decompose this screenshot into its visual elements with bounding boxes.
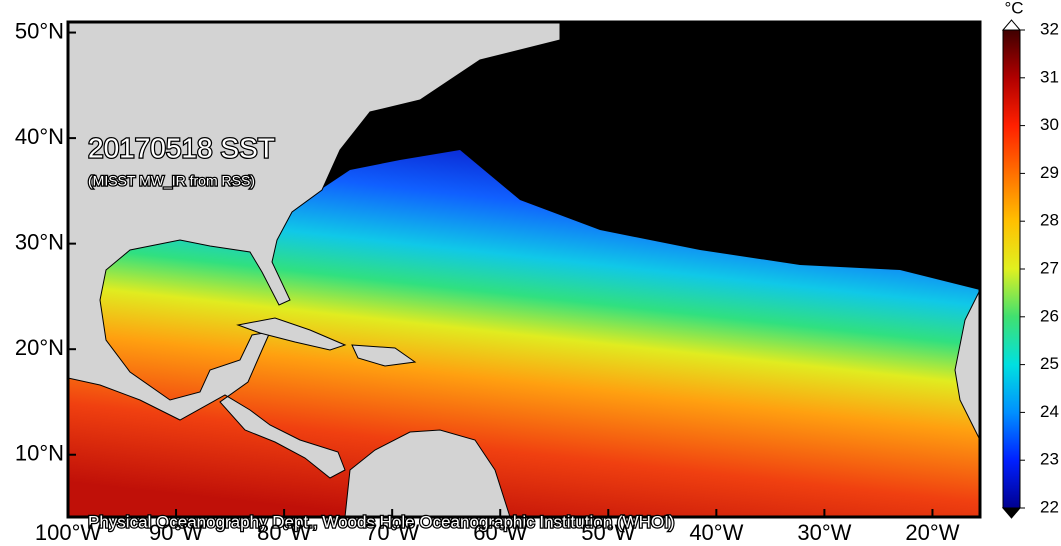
lon-tick-label: 90°W [149, 520, 203, 545]
africa [954, 289, 980, 441]
lat-tick-label: 10°N [15, 441, 64, 466]
colorbar-unit: °C [1004, 0, 1023, 17]
lon-tick-label: 60°W [473, 520, 527, 545]
lat-tick-label: 30°N [15, 229, 64, 254]
map-title: 20170518 SST [88, 132, 275, 163]
cuba [236, 317, 347, 351]
lon-tick-label: 70°W [365, 520, 419, 545]
colorbar-tick-label: 24 [1040, 402, 1059, 421]
map-subtitle: (MISST MW_IR from RSS) [88, 173, 255, 189]
colorbar-tick-label: 31 [1040, 67, 1059, 86]
lon-tick-label: 80°W [257, 520, 311, 545]
south-america [344, 429, 511, 517]
hispaniola [351, 344, 417, 367]
colorbar [1002, 29, 1021, 509]
colorbar-tick-label: 32 [1040, 19, 1059, 38]
colorbar-top-arrow [1001, 19, 1022, 31]
colorbar-tick-label: 29 [1040, 163, 1059, 182]
lat-tick-label: 20°N [15, 335, 64, 360]
colorbar-tick-label: 30 [1040, 115, 1059, 134]
colorbar-tick-label: 27 [1040, 258, 1059, 277]
map-body [68, 22, 980, 517]
map-frame [66, 20, 982, 519]
lon-tick-label: 100°W [35, 520, 102, 545]
colorbar-tick-label: 26 [1040, 306, 1059, 325]
lon-tick-label: 50°W [581, 520, 635, 545]
lat-tick-label: 50°N [15, 18, 64, 43]
colorbar-tick-label: 25 [1040, 354, 1059, 373]
lon-tick-label: 30°W [797, 520, 851, 545]
colorbar-tick-label: 23 [1040, 450, 1059, 469]
lon-tick-label: 20°W [905, 520, 959, 545]
colorbar-tick-label: 28 [1040, 211, 1059, 230]
colorbar-tick-label: 22 [1040, 497, 1059, 516]
sst-field [68, 150, 980, 517]
credit: Physical Oceanography Dept., Woods Hole … [88, 512, 674, 531]
colorbar-bottom-arrow [1001, 507, 1022, 519]
lon-tick-label: 40°W [689, 520, 743, 545]
lat-tick-label: 40°N [15, 124, 64, 149]
north-central-america [68, 22, 561, 479]
